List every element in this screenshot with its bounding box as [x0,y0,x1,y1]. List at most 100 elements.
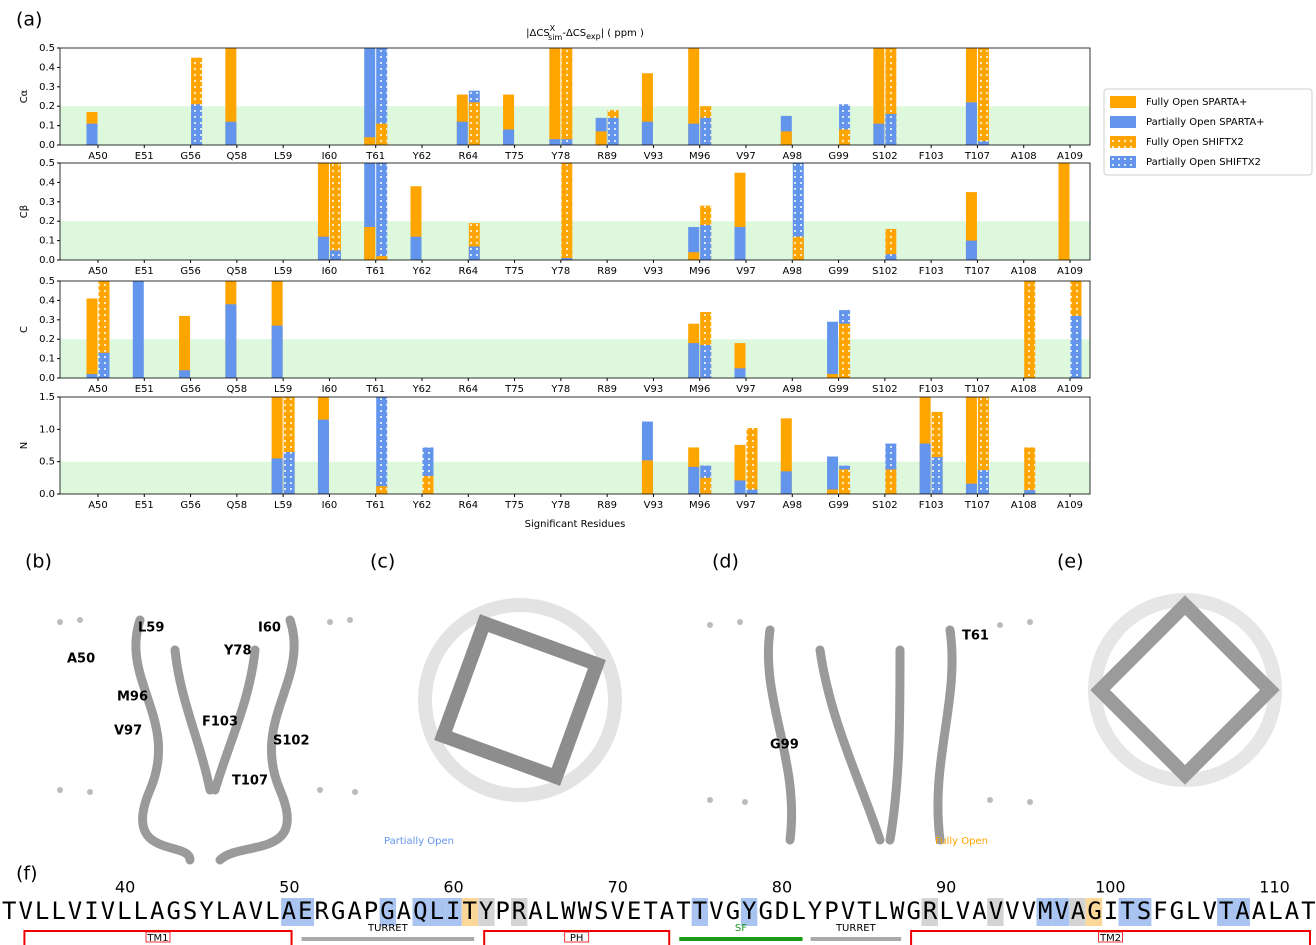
y-tick-label: 0.4 [39,295,55,306]
x-tick-label: F103 [919,384,944,395]
x-tick-label: Y62 [412,500,432,511]
bar [179,370,190,378]
bar-hatch [932,457,943,494]
legend: Fully Open SPARTA+Partially Open SPARTA+… [1104,89,1312,175]
x-tick-label: A50 [88,384,108,395]
y-axis-label: N [19,442,30,449]
x-tick-label: V97 [736,151,756,162]
bar [225,304,236,378]
bar-hatch [839,129,850,145]
y-tick-label: 0.0 [39,255,55,266]
domain-label: SF [735,923,747,934]
x-tick-label: R89 [597,500,617,511]
x-tick-label: T61 [365,266,385,277]
y-tick-label: 0.0 [39,140,55,151]
x-tick-label: Q58 [227,151,248,162]
threshold-band [60,339,1090,378]
x-axis-label: Significant Residues [525,519,626,530]
x-tick-label: A50 [88,266,108,277]
bar [179,316,190,378]
figure-title: |ΔCSXsim-ΔCSexp| ( ppm ) [526,24,644,42]
x-tick-label: R89 [597,151,617,162]
domain-label: PH [570,933,584,944]
x-tick-label: V97 [736,500,756,511]
bar-hatch [700,225,711,260]
x-tick-label: I60 [322,266,338,277]
x-tick-label: E51 [135,384,154,395]
bar-hatch [561,38,572,145]
y-tick-label: 0.4 [39,62,55,73]
x-tick-label: I60 [322,500,338,511]
x-tick-label: Y62 [412,384,432,395]
x-tick-label: A109 [1057,266,1083,277]
residue-label: V97 [114,724,142,739]
legend-label: Fully Open SPARTA+ [1146,97,1247,108]
bar [688,252,699,260]
domain-label: TURRET [835,923,877,934]
domain-label: TURRET [367,923,409,934]
x-tick-label: E51 [135,266,154,277]
x-tick-label: M96 [689,266,710,277]
bar-hatch [561,139,572,145]
legend-hatch [1110,136,1136,148]
residue-label: L59 [138,621,164,636]
x-tick-label: G99 [828,266,848,277]
x-tick-label: A98 [782,500,802,511]
bar-hatch [376,391,387,494]
bar-hatch [376,486,387,494]
bar-hatch [330,250,341,260]
x-tick-label: T61 [365,500,385,511]
bar [735,480,746,494]
bar [87,374,98,378]
bar-hatch [885,254,896,260]
bar [503,129,514,145]
threshold-band [60,106,1090,145]
x-tick-label: S102 [872,266,897,277]
y-tick-label: 0.2 [39,101,55,112]
bar [364,38,375,145]
bar-hatch [700,118,711,145]
y-tick-label: 0.0 [39,489,55,500]
x-tick-label: V93 [644,500,664,511]
residue-label: M96 [117,690,148,705]
x-tick-label: M96 [689,500,710,511]
panel-label: (b) [25,551,52,573]
x-tick-label: A50 [88,151,108,162]
bar-hatch [700,345,711,378]
x-tick-label: A109 [1057,500,1083,511]
bar-hatch [284,452,295,494]
x-tick-label: R64 [458,266,478,277]
x-tick-label: M96 [689,384,710,395]
sequence-number: 110 [1259,878,1290,897]
x-tick-label: S102 [872,500,897,511]
bar-hatch [469,246,480,260]
bar-hatch [1024,490,1035,494]
bar-hatch [747,428,758,494]
bar [364,137,375,145]
legend-label: Partially Open SHIFTX2 [1146,157,1261,168]
bar [735,368,746,378]
sequence-number: 90 [936,878,956,897]
x-tick-label: T75 [504,500,524,511]
x-tick-label: E51 [135,500,154,511]
x-tick-label: R64 [458,500,478,511]
bar [318,237,329,260]
y-tick-label: 0.5 [39,158,55,169]
x-tick-label: Q58 [227,384,248,395]
plot-area [60,38,1090,145]
x-tick-label: Y78 [550,500,570,511]
x-tick-label: Y78 [550,384,570,395]
residue-label: T61 [962,629,989,644]
bar [87,124,98,145]
residue-label: A50 [67,652,95,667]
y-tick-label: 0.5 [39,276,55,287]
plot-area [60,271,1090,378]
bar [966,241,977,260]
bar-hatch [839,324,850,378]
x-tick-label: V93 [644,384,664,395]
x-tick-label: L59 [274,384,292,395]
x-tick-label: A108 [1011,500,1037,511]
x-tick-label: G99 [828,384,848,395]
bar [549,139,560,145]
state-label: Partially Open [384,836,454,847]
